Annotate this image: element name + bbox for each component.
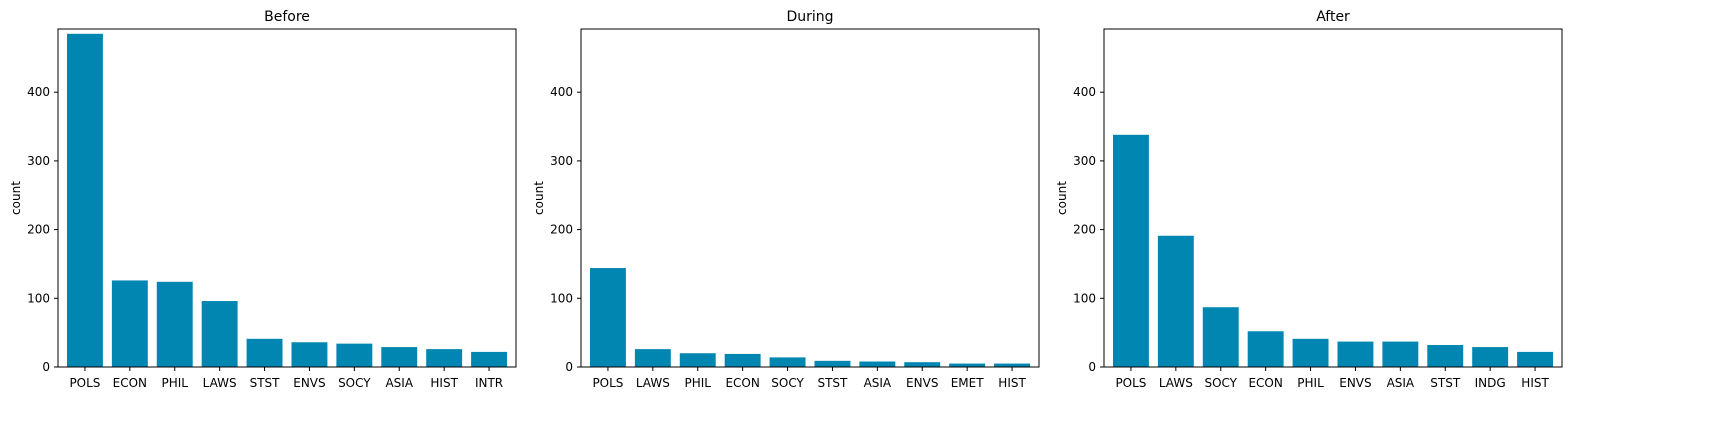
x-tick-label: HIST xyxy=(430,376,458,390)
y-tick-label: 100 xyxy=(1073,291,1096,305)
x-tick-label: PHIL xyxy=(685,376,712,390)
bar-phil xyxy=(157,282,193,367)
chart-title: After xyxy=(1316,9,1350,25)
chart-panel-during: POLS LAWS PHIL ECON SOCY STST ASIA ENVS EMET HIST… xyxy=(532,9,1039,390)
bar-envs xyxy=(904,362,940,367)
y-tick-label: 300 xyxy=(550,154,573,168)
x-tick-label: POLS xyxy=(69,376,100,390)
x-tick-label: ASIA xyxy=(864,376,892,390)
x-tick-label: STST xyxy=(817,376,848,390)
bar-indg xyxy=(1472,347,1508,367)
bar-laws xyxy=(1158,236,1194,367)
bar-econ xyxy=(112,280,148,367)
x-tick-label: LAWS xyxy=(203,376,237,390)
x-tick-label: PHIL xyxy=(162,376,189,390)
bar-socy xyxy=(336,344,372,367)
chart-panel-after: POLS LAWS SOCY ECON PHIL ENVS ASIA STST INDG HIST… xyxy=(1055,9,1562,390)
x-tick-label: LAWS xyxy=(636,376,670,390)
x-tick-label: ECON xyxy=(1248,376,1282,390)
bar-asia xyxy=(381,347,417,367)
bar-stst xyxy=(247,339,283,367)
y-tick-label: 100 xyxy=(550,291,573,305)
bar-laws xyxy=(635,349,671,367)
x-tick-label: LAWS xyxy=(1159,376,1193,390)
bar-socy xyxy=(1203,307,1239,367)
y-tick-label: 400 xyxy=(550,85,573,99)
x-tick-label: ENVS xyxy=(906,376,938,390)
bar-socy xyxy=(770,357,806,367)
y-axis-label: count xyxy=(9,181,23,215)
x-tick-label: EMET xyxy=(951,376,985,390)
bar-envs xyxy=(1337,342,1373,367)
bar-phil xyxy=(680,353,716,367)
x-tick-label: INDG xyxy=(1475,376,1506,390)
bar-asia xyxy=(1382,342,1418,367)
y-tick-label: 100 xyxy=(27,291,50,305)
y-tick-label: 300 xyxy=(27,154,50,168)
chart-title: Before xyxy=(264,9,310,25)
x-tick-label: ASIA xyxy=(1387,376,1415,390)
plot-frame xyxy=(581,29,1039,367)
x-tick-label: PHIL xyxy=(1297,376,1324,390)
bar-pols xyxy=(67,34,103,367)
bar-econ xyxy=(1248,331,1284,367)
bar-pols xyxy=(590,268,626,367)
bar-stst xyxy=(814,361,850,367)
bar-emet xyxy=(949,364,985,367)
bar-envs xyxy=(291,342,327,367)
bar-hist xyxy=(1517,352,1553,367)
bar-asia xyxy=(859,362,895,368)
x-tick-label: SOCY xyxy=(1204,376,1237,390)
y-tick-label: 300 xyxy=(1073,154,1096,168)
y-tick-label: 400 xyxy=(1073,85,1096,99)
x-tick-label: STST xyxy=(250,376,281,390)
x-tick-label: ENVS xyxy=(293,376,325,390)
y-axis-label: count xyxy=(532,181,546,215)
bar-laws xyxy=(202,301,238,367)
bar-econ xyxy=(725,354,761,367)
x-tick-label: HIST xyxy=(1521,376,1549,390)
chart-panel-before: POLS ECON PHIL LAWS STST ENVS SOCY ASIA HIST INTR… xyxy=(9,9,516,390)
x-tick-label: STST xyxy=(1430,376,1461,390)
y-tick-label: 200 xyxy=(27,223,50,237)
x-tick-label: INTR xyxy=(475,376,503,390)
bar-hist xyxy=(426,349,462,367)
x-tick-label: SOCY xyxy=(771,376,804,390)
y-tick-label: 400 xyxy=(27,85,50,99)
y-tick-label: 0 xyxy=(1088,360,1096,374)
y-tick-label: 0 xyxy=(42,360,50,374)
x-tick-label: ECON xyxy=(113,376,147,390)
y-axis-label: count xyxy=(1055,181,1069,215)
x-tick-label: ECON xyxy=(725,376,759,390)
bar-stst xyxy=(1427,345,1463,367)
bar-intr xyxy=(471,352,507,367)
x-tick-label: SOCY xyxy=(338,376,371,390)
bar-phil xyxy=(1293,339,1329,367)
bar-pols xyxy=(1113,135,1149,367)
bar-hist xyxy=(994,364,1030,367)
x-tick-label: POLS xyxy=(592,376,623,390)
y-tick-label: 200 xyxy=(1073,223,1096,237)
x-tick-label: ASIA xyxy=(385,376,413,390)
x-tick-label: ENVS xyxy=(1339,376,1371,390)
x-tick-label: POLS xyxy=(1115,376,1146,390)
x-tick-label: HIST xyxy=(998,376,1026,390)
y-tick-label: 0 xyxy=(565,360,573,374)
y-tick-label: 200 xyxy=(550,223,573,237)
chart-title: During xyxy=(786,9,833,25)
